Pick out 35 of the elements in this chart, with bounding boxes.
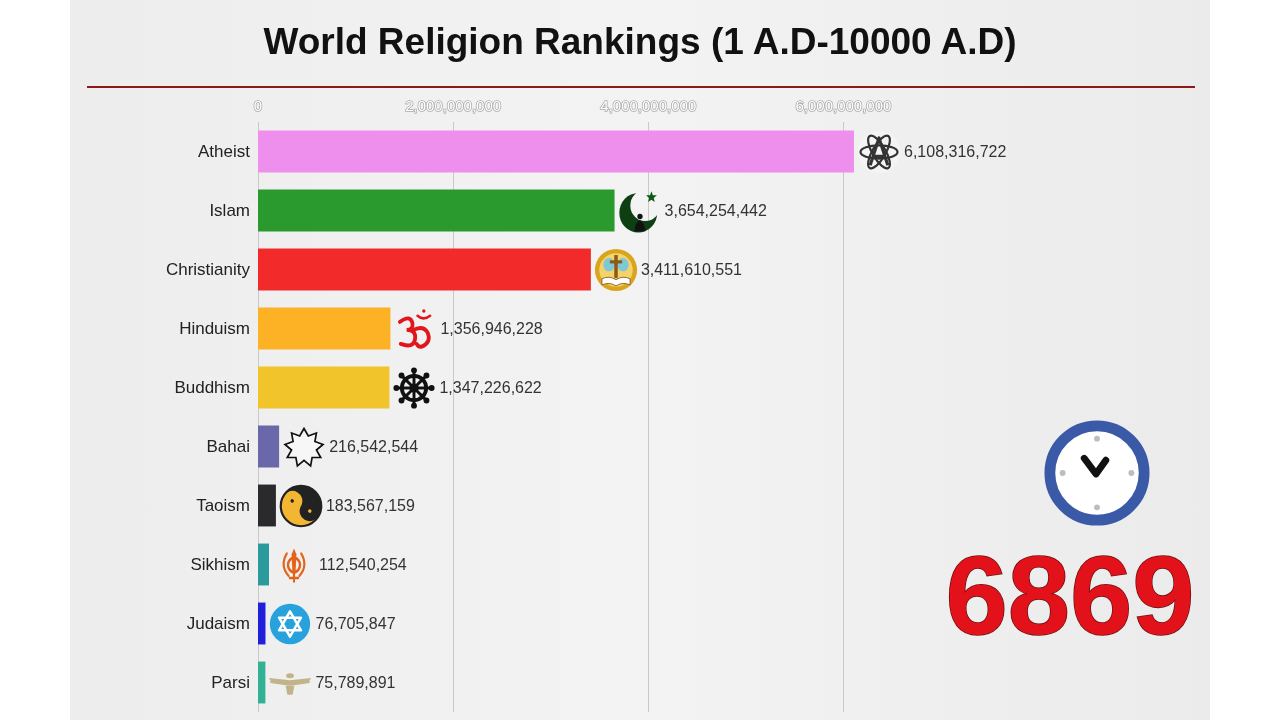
bar	[258, 189, 615, 232]
data-label: 183,567,159	[325, 497, 415, 514]
data-label: 1,347,226,622	[439, 379, 542, 396]
bar	[258, 543, 269, 586]
x-tick-label: 2,000,000,000	[405, 97, 502, 114]
bar	[258, 425, 280, 468]
data-label: 112,540,254	[318, 556, 407, 573]
data-label: 3,411,610,551	[640, 261, 743, 278]
y-tick-label: Christianity	[165, 260, 251, 279]
bar	[258, 602, 266, 645]
y-tick-label: Taoism	[196, 496, 250, 515]
bar	[258, 307, 391, 350]
data-label: 1,356,946,228	[440, 320, 543, 337]
y-tick-label: Sikhism	[190, 555, 250, 574]
data-label: 76,705,847	[315, 615, 396, 632]
y-tick-label: Atheist	[198, 142, 251, 161]
x-tick-label: 4,000,000,000	[600, 97, 697, 114]
y-tick-label: Parsi	[211, 673, 250, 692]
y-tick-label: Buddhism	[174, 378, 250, 397]
chart-title: World Religion Rankings (1 A.D-10000 A.D)	[263, 21, 1017, 62]
y-tick-label: Judaism	[186, 614, 250, 633]
y-tick-label: Hinduism	[179, 319, 250, 338]
data-label: 216,542,544	[329, 438, 419, 455]
bar	[258, 661, 266, 704]
y-tick-label: Islam	[209, 201, 250, 220]
data-label: 3,654,254,442	[664, 202, 767, 219]
bar	[258, 248, 591, 291]
bar	[258, 130, 854, 173]
y-tick-label: Bahai	[206, 437, 250, 456]
text: 6869	[945, 532, 1195, 658]
bar	[258, 366, 390, 409]
data-label: 75,789,891	[315, 674, 396, 691]
x-tick-label: 6,000,000,000	[795, 97, 892, 114]
data-label: 6,108,316,722	[904, 143, 1007, 160]
bar	[258, 484, 276, 527]
